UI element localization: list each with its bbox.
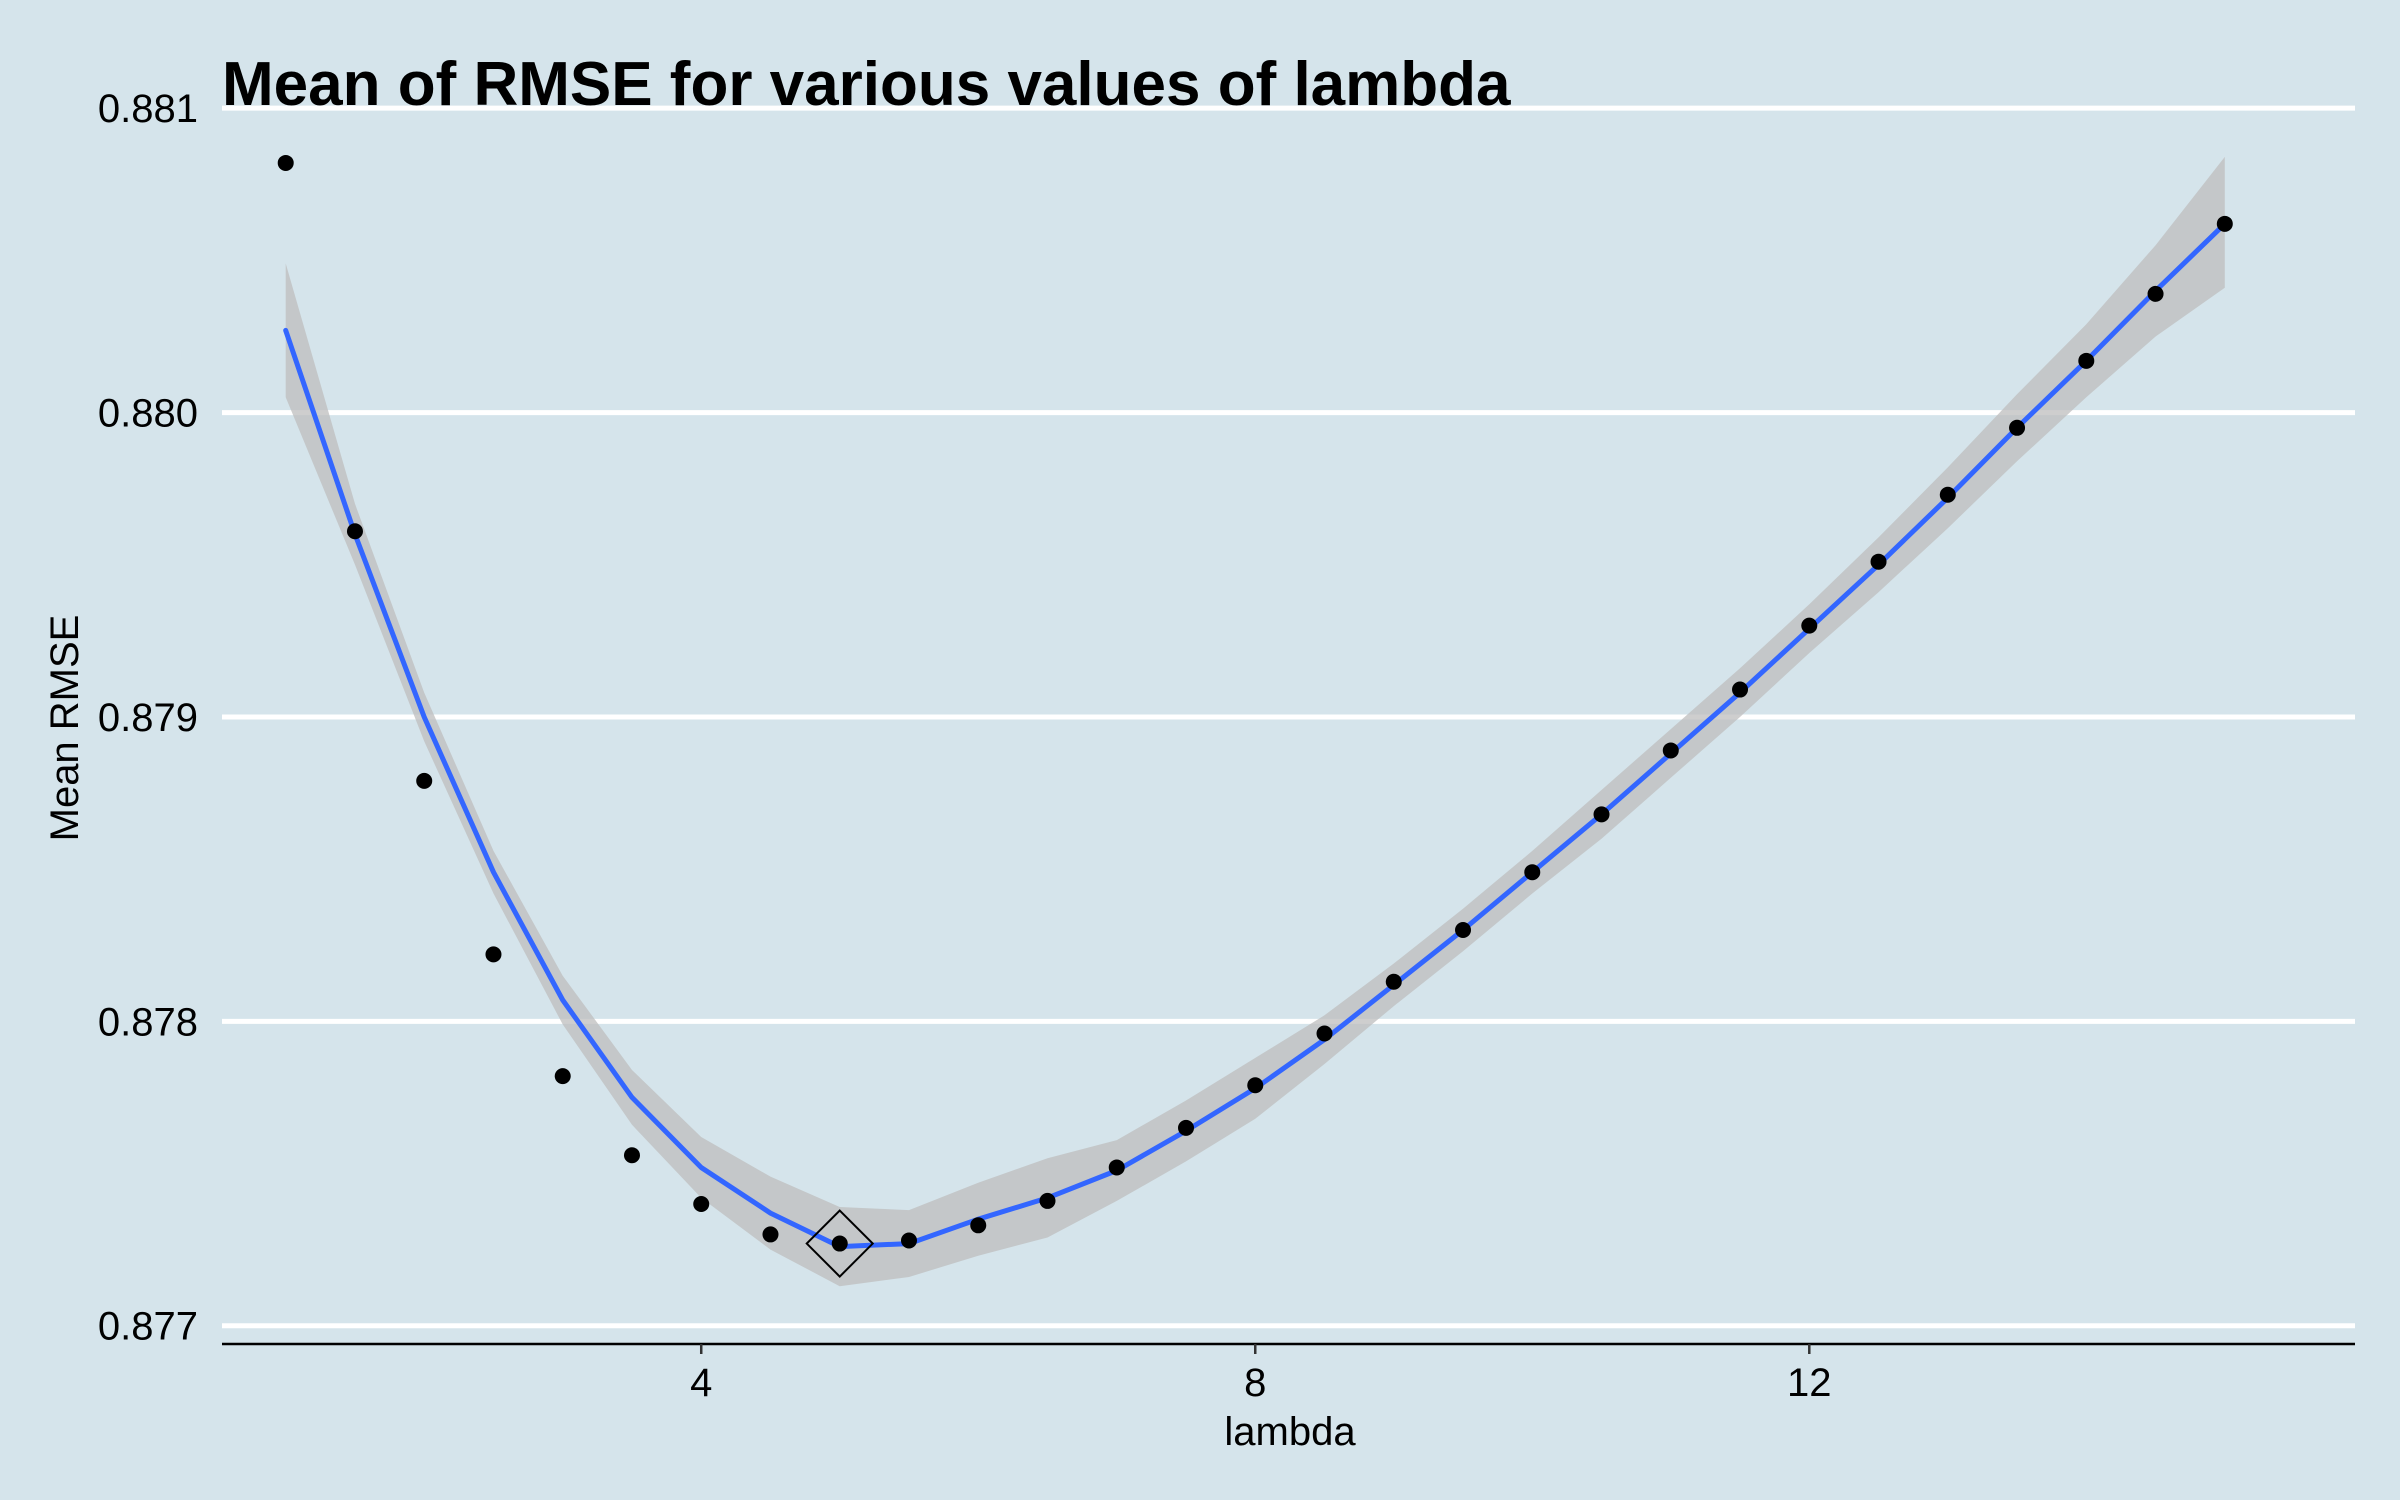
data-point-5 (554, 1068, 571, 1085)
y-tick-label-0.879: 0.879 (98, 696, 198, 740)
data-point-6 (623, 1147, 640, 1164)
data-points (277, 154, 2233, 1252)
data-point-14 (1178, 1119, 1195, 1136)
data-point-2 (346, 523, 363, 540)
data-point-1 (277, 154, 294, 171)
data-point-8 (762, 1226, 779, 1243)
data-point-4 (485, 946, 502, 963)
data-point-11 (970, 1217, 987, 1234)
y-tick-label-0.881: 0.881 (98, 87, 198, 131)
data-point-28 (2147, 285, 2164, 302)
axes: 4 8 12 0.877 0.878 0.879 0.880 0.881 (98, 87, 2355, 1405)
data-point-26 (2009, 419, 2026, 436)
data-point-22 (1732, 681, 1749, 698)
data-point-27 (2078, 352, 2095, 369)
confidence-band-group (285, 156, 2225, 1287)
data-point-13 (1108, 1159, 1125, 1176)
data-point-15 (1247, 1077, 1264, 1094)
minimum-marker-group (805, 1209, 875, 1278)
data-point-24 (1870, 553, 1887, 570)
y-tick-label-0.877: 0.877 (98, 1305, 198, 1349)
data-point-29 (2216, 215, 2233, 232)
minimum-diamond-marker (805, 1209, 875, 1278)
x-axis-label: lambda (1224, 1410, 1356, 1454)
data-point-17 (1385, 973, 1402, 990)
data-point-9 (831, 1235, 848, 1252)
data-point-23 (1801, 617, 1818, 634)
data-point-19 (1524, 864, 1541, 881)
chart-title: Mean of RMSE for various values of lambd… (222, 50, 1511, 119)
x-tick-label-8: 8 (1244, 1361, 1266, 1405)
data-point-3 (416, 772, 433, 789)
data-point-10 (900, 1232, 917, 1249)
y-tick-label-0.880: 0.880 (98, 392, 198, 436)
data-point-20 (1593, 806, 1610, 823)
y-axis-label: Mean RMSE (43, 615, 87, 842)
data-point-7 (693, 1195, 710, 1212)
data-point-12 (1039, 1192, 1056, 1209)
data-point-18 (1455, 922, 1472, 939)
data-point-25 (1939, 486, 1956, 503)
x-tick-label-12: 12 (1787, 1361, 1832, 1405)
data-point-21 (1662, 742, 1679, 759)
data-point-16 (1316, 1025, 1333, 1042)
x-tick-label-4: 4 (690, 1361, 712, 1405)
y-tick-label-0.878: 0.878 (98, 1000, 198, 1044)
confidence-band (285, 156, 2225, 1287)
